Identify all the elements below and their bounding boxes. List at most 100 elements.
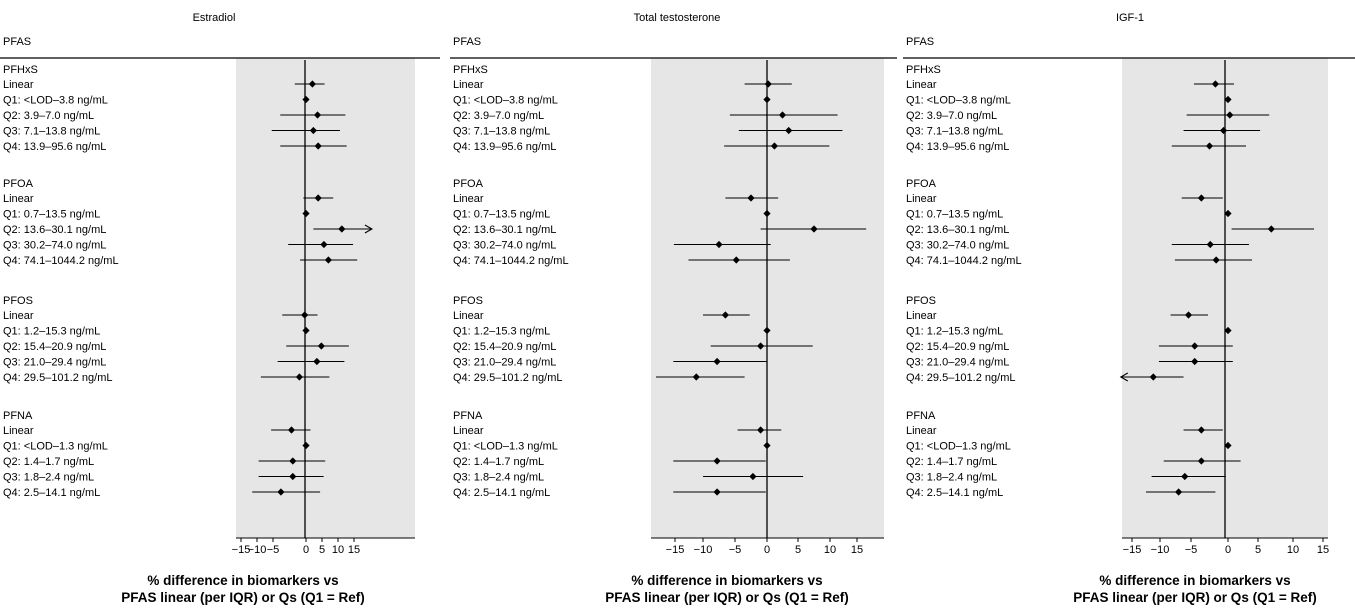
point-estimate (314, 142, 322, 150)
row-label: Q2: 13.6–30.1 ng/mL (906, 224, 1009, 236)
group-label: PFOA (906, 178, 937, 190)
row-label: Q4: 13.9–95.6 ng/mL (906, 141, 1009, 153)
point-estimate (1219, 126, 1228, 135)
row-label: Q3: 30.2–74.0 ng/mL (906, 240, 1009, 252)
x-tick-label: −5 (267, 544, 280, 556)
x-tick-label: 5 (795, 544, 801, 556)
point-estimate (1191, 342, 1199, 350)
x-axis-title-line-1: % difference in biomarkers vs (1099, 573, 1290, 588)
row-label: Q1: 0.7–13.5 ng/mL (453, 209, 550, 221)
row-label: Q1: 0.7–13.5 ng/mL (3, 209, 100, 221)
x-tick-label: 5 (319, 544, 325, 556)
row-label: Q1: <LOD–1.3 ng/mL (3, 441, 108, 453)
point-estimate (763, 441, 771, 450)
point-estimate (1211, 80, 1220, 88)
point-estimate (810, 225, 818, 233)
row-label: Q4: 2.5–14.1 ng/mL (3, 487, 100, 499)
group-pfoa: PFOA Linear Q1: 0.7–13.5 ng/mL Q2: 13.6–30.… (3, 178, 374, 267)
point-estimate (1175, 488, 1183, 496)
point-estimate (1191, 357, 1199, 366)
group-pfhxs: PFHxS Linear Q1: <LOD–3.8 ng/mL Q2: 3.9–7.0… (3, 64, 347, 153)
group-pfos: PFOS Linear Q1: 1.2–15.3 ng/mL Q2: 15.4–20.… (453, 295, 813, 384)
point-estimate (1184, 311, 1193, 319)
point-estimate (757, 426, 765, 434)
row-label: Q2: 13.6–30.1 ng/mL (3, 224, 106, 236)
x-axis-title-line-1: % difference in biomarkers vs (631, 573, 822, 588)
group-label: PFHxS (906, 64, 941, 76)
x-axis-title-line-2: PFAS linear (per IQR) or Qs (Q1 = Ref) (605, 590, 848, 605)
point-estimate (313, 111, 322, 119)
panel-title: Total testosterone (634, 12, 721, 24)
point-estimate (1149, 373, 1157, 381)
point-estimate (1197, 194, 1205, 202)
row-label: Q2: 15.4–20.9 ng/mL (906, 341, 1009, 353)
point-estimate (1205, 142, 1214, 150)
point-estimate (692, 373, 700, 381)
x-tick-label: 15 (851, 544, 863, 556)
point-estimate (308, 80, 316, 88)
x-axis-title-line-2: PFAS linear (per IQR) or Qs (Q1 = Ref) (121, 590, 364, 605)
row-label: Q4: 2.5–14.1 ng/mL (453, 487, 550, 499)
forest-panel-2: Total testosterone PFAS −15 −10 −5 0 5 10 15 % di… (450, 12, 897, 605)
row-label: Q3: 1.8–2.4 ng/mL (453, 472, 544, 484)
x-tick-label: 5 (1255, 544, 1261, 556)
row-label: Q1: <LOD–3.8 ng/mL (453, 95, 558, 107)
column-header: PFAS (453, 36, 481, 48)
point-estimate (757, 342, 765, 350)
row-label: Q2: 1.4–1.7 ng/mL (906, 456, 997, 468)
point-estimate (317, 342, 325, 350)
row-label: Q3: 7.1–13.8 ng/mL (3, 126, 100, 138)
group-label: PFOS (3, 295, 33, 307)
row-label: Q4: 29.5–101.2 ng/mL (906, 372, 1015, 384)
group-pfoa: PFOA Linear Q1: 0.7–13.5 ng/mL Q2: 13.6–30.… (453, 178, 867, 267)
x-tick-label: 0 (303, 544, 309, 556)
point-estimate (763, 209, 771, 218)
point-estimate (302, 441, 310, 450)
point-estimate (715, 240, 723, 249)
row-label: Q3: 21.0–29.4 ng/mL (906, 357, 1009, 369)
group-label: PFOS (453, 295, 483, 307)
point-estimate (302, 95, 310, 104)
row-label: Q2: 13.6–30.1 ng/mL (453, 224, 556, 236)
row-label: Q2: 3.9–7.0 ng/mL (906, 110, 997, 122)
point-estimate (309, 126, 317, 135)
point-estimate (1206, 240, 1214, 249)
point-estimate (289, 472, 297, 481)
forest-panel-3: IGF-1 PFAS −15 −10 −5 0 5 10 15 % difference in b… (903, 12, 1355, 605)
point-estimate (785, 126, 793, 135)
group-pfos: PFOS Linear Q1: 1.2–15.3 ng/mL Q2: 15.4–20.… (3, 295, 349, 384)
point-estimate (713, 488, 721, 496)
group-pfhxs: PFHxS Linear Q1: <LOD–3.8 ng/mL Q2: 3.9–7.0… (453, 64, 843, 153)
row-label: Linear (3, 193, 34, 205)
x-axis-title-line-2: PFAS linear (per IQR) or Qs (Q1 = Ref) (1073, 590, 1316, 605)
row-label: Linear (3, 79, 34, 91)
x-tick-label: −15 (1123, 544, 1142, 556)
group-pfos: PFOS Linear Q1: 1.2–15.3 ng/mL Q2: 15.4–20.… (906, 295, 1233, 384)
group-pfoa: PFOA Linear Q1: 0.7–13.5 ng/mL Q2: 13.6–30.… (906, 178, 1314, 267)
point-estimate (1224, 441, 1232, 450)
truncation-arrow (364, 224, 374, 234)
row-label: Q3: 7.1–13.8 ng/mL (453, 126, 550, 138)
point-estimate (324, 256, 332, 264)
row-label: Linear (453, 193, 484, 205)
point-estimate (763, 95, 771, 104)
row-label: Q1: 1.2–15.3 ng/mL (3, 326, 100, 338)
point-estimate (732, 256, 740, 264)
group-pfna: PFNA Linear Q1: <LOD–1.3 ng/mL Q2: 1.4–1.7 … (453, 410, 804, 499)
row-label: Q4: 13.9–95.6 ng/mL (453, 141, 556, 153)
point-estimate (713, 357, 721, 366)
point-estimate (295, 373, 303, 381)
row-label: Q3: 21.0–29.4 ng/mL (453, 357, 556, 369)
point-estimate (302, 326, 310, 335)
point-estimate (1224, 209, 1232, 218)
row-label: Linear (906, 193, 937, 205)
row-label: Linear (453, 310, 484, 322)
group-label: PFHxS (453, 64, 488, 76)
x-tick-label: 15 (348, 544, 360, 556)
row-label: Q1: 1.2–15.3 ng/mL (906, 326, 1003, 338)
point-estimate (1224, 326, 1232, 335)
point-estimate (1197, 457, 1205, 465)
point-estimate (301, 311, 309, 319)
row-label: Linear (3, 425, 34, 437)
x-tick-label: −15 (232, 544, 251, 556)
